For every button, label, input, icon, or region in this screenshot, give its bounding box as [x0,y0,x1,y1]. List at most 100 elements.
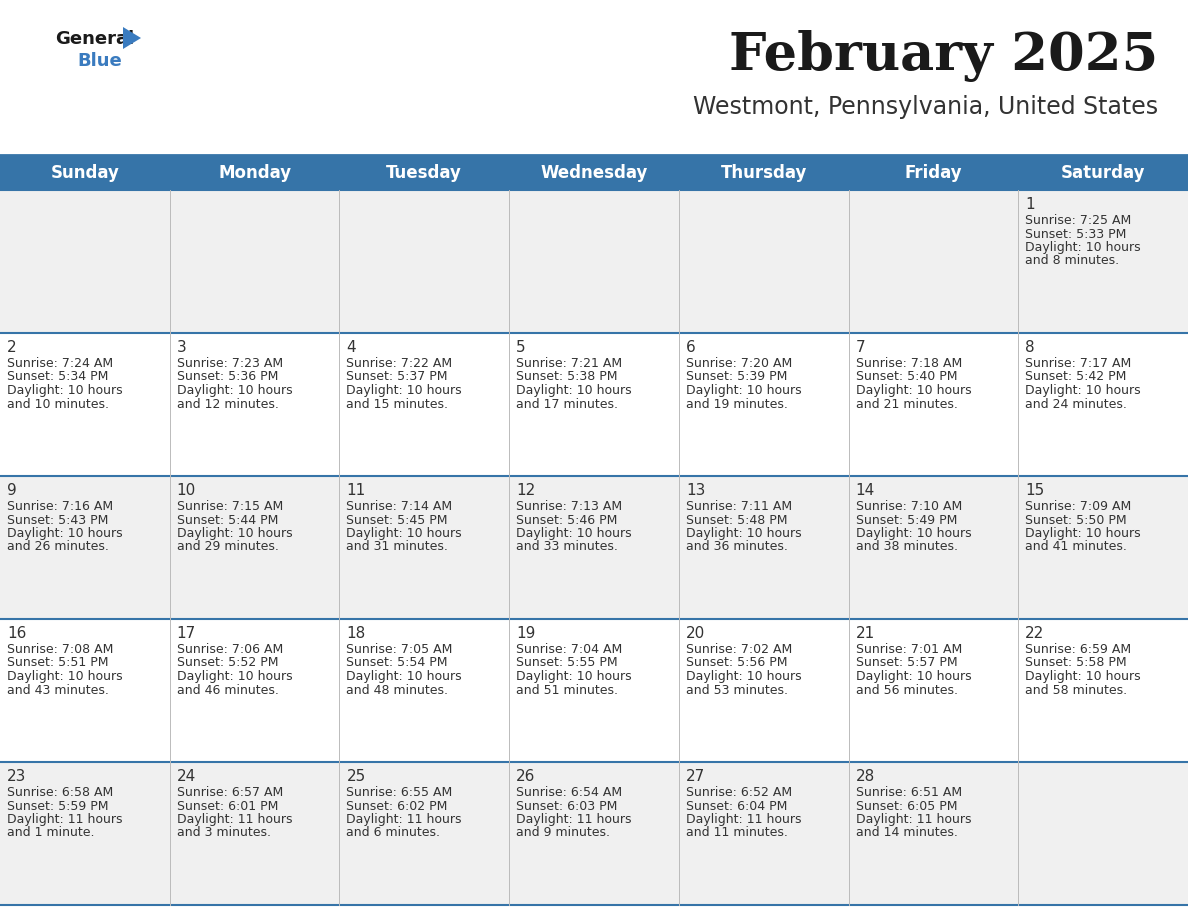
Text: Sunrise: 7:24 AM: Sunrise: 7:24 AM [7,357,113,370]
Text: Sunrise: 6:58 AM: Sunrise: 6:58 AM [7,786,113,799]
Text: and 51 minutes.: and 51 minutes. [516,684,618,697]
Text: Daylight: 10 hours: Daylight: 10 hours [1025,384,1140,397]
Text: 28: 28 [855,769,874,784]
Text: Tuesday: Tuesday [386,163,462,182]
Text: 5: 5 [516,340,526,355]
Text: Sunrise: 6:55 AM: Sunrise: 6:55 AM [347,786,453,799]
Text: Sunrise: 7:15 AM: Sunrise: 7:15 AM [177,500,283,513]
Text: Daylight: 10 hours: Daylight: 10 hours [855,670,972,683]
Text: 18: 18 [347,626,366,641]
Text: Sunset: 5:57 PM: Sunset: 5:57 PM [855,656,958,669]
Text: Daylight: 11 hours: Daylight: 11 hours [177,813,292,826]
Text: Sunset: 5:51 PM: Sunset: 5:51 PM [7,656,108,669]
Text: Daylight: 10 hours: Daylight: 10 hours [177,384,292,397]
Text: 2: 2 [7,340,17,355]
Text: 11: 11 [347,483,366,498]
Text: Sunrise: 7:01 AM: Sunrise: 7:01 AM [855,643,962,656]
Text: Daylight: 11 hours: Daylight: 11 hours [7,813,122,826]
Text: Sunrise: 6:54 AM: Sunrise: 6:54 AM [516,786,623,799]
Text: 14: 14 [855,483,874,498]
Text: and 41 minutes.: and 41 minutes. [1025,541,1127,554]
Text: and 9 minutes.: and 9 minutes. [516,826,611,839]
Text: Sunrise: 6:52 AM: Sunrise: 6:52 AM [685,786,792,799]
Text: Sunset: 5:46 PM: Sunset: 5:46 PM [516,513,618,527]
Text: Daylight: 10 hours: Daylight: 10 hours [855,384,972,397]
Text: 8: 8 [1025,340,1035,355]
Text: 6: 6 [685,340,696,355]
Text: Sunday: Sunday [50,163,119,182]
Text: 13: 13 [685,483,706,498]
Text: Sunset: 5:33 PM: Sunset: 5:33 PM [1025,228,1126,241]
Text: 4: 4 [347,340,356,355]
Text: and 26 minutes.: and 26 minutes. [7,541,109,554]
Text: Daylight: 10 hours: Daylight: 10 hours [685,527,802,540]
Text: Sunrise: 7:13 AM: Sunrise: 7:13 AM [516,500,623,513]
Text: and 21 minutes.: and 21 minutes. [855,397,958,410]
Text: Blue: Blue [77,52,121,70]
Text: 20: 20 [685,626,706,641]
Bar [0,476,1188,619]
Text: Sunrise: 7:04 AM: Sunrise: 7:04 AM [516,643,623,656]
Text: Sunset: 5:39 PM: Sunset: 5:39 PM [685,371,788,384]
Text: General: General [55,30,134,48]
Text: Sunset: 5:42 PM: Sunset: 5:42 PM [1025,371,1126,384]
Text: Sunrise: 7:05 AM: Sunrise: 7:05 AM [347,643,453,656]
Text: Sunset: 5:56 PM: Sunset: 5:56 PM [685,656,788,669]
Text: 19: 19 [516,626,536,641]
Text: and 29 minutes.: and 29 minutes. [177,541,279,554]
Text: Sunrise: 7:06 AM: Sunrise: 7:06 AM [177,643,283,656]
Text: Daylight: 10 hours: Daylight: 10 hours [347,527,462,540]
Text: Sunset: 5:58 PM: Sunset: 5:58 PM [1025,656,1127,669]
Bar [0,155,1188,190]
Text: 3: 3 [177,340,187,355]
Text: Sunrise: 7:10 AM: Sunrise: 7:10 AM [855,500,962,513]
Text: and 38 minutes.: and 38 minutes. [855,541,958,554]
Text: Sunset: 5:37 PM: Sunset: 5:37 PM [347,371,448,384]
Text: February 2025: February 2025 [728,30,1158,82]
Text: and 14 minutes.: and 14 minutes. [855,826,958,839]
Text: Sunset: 5:49 PM: Sunset: 5:49 PM [855,513,958,527]
Text: Sunset: 6:03 PM: Sunset: 6:03 PM [516,800,618,812]
Text: and 17 minutes.: and 17 minutes. [516,397,618,410]
Text: Daylight: 11 hours: Daylight: 11 hours [516,813,632,826]
Text: and 24 minutes.: and 24 minutes. [1025,397,1127,410]
Text: Sunset: 6:05 PM: Sunset: 6:05 PM [855,800,958,812]
Text: Daylight: 10 hours: Daylight: 10 hours [855,527,972,540]
Text: Sunrise: 7:25 AM: Sunrise: 7:25 AM [1025,214,1131,227]
Text: 7: 7 [855,340,865,355]
Text: Sunset: 5:38 PM: Sunset: 5:38 PM [516,371,618,384]
Text: Thursday: Thursday [721,163,807,182]
Text: Sunset: 5:45 PM: Sunset: 5:45 PM [347,513,448,527]
Text: Sunrise: 6:57 AM: Sunrise: 6:57 AM [177,786,283,799]
Text: Sunset: 6:01 PM: Sunset: 6:01 PM [177,800,278,812]
Text: and 3 minutes.: and 3 minutes. [177,826,271,839]
Text: 25: 25 [347,769,366,784]
Text: 26: 26 [516,769,536,784]
Text: Sunrise: 6:59 AM: Sunrise: 6:59 AM [1025,643,1131,656]
Text: Sunrise: 7:16 AM: Sunrise: 7:16 AM [7,500,113,513]
Text: Daylight: 10 hours: Daylight: 10 hours [516,670,632,683]
Text: Sunrise: 7:23 AM: Sunrise: 7:23 AM [177,357,283,370]
Text: 17: 17 [177,626,196,641]
Text: Wednesday: Wednesday [541,163,647,182]
Text: Saturday: Saturday [1061,163,1145,182]
Text: Sunset: 5:43 PM: Sunset: 5:43 PM [7,513,108,527]
Text: 23: 23 [7,769,26,784]
Text: Daylight: 10 hours: Daylight: 10 hours [177,527,292,540]
Text: and 11 minutes.: and 11 minutes. [685,826,788,839]
Text: Friday: Friday [904,163,962,182]
Text: Daylight: 10 hours: Daylight: 10 hours [7,670,122,683]
Bar [0,619,1188,762]
Text: Sunrise: 7:08 AM: Sunrise: 7:08 AM [7,643,113,656]
Text: Sunset: 5:48 PM: Sunset: 5:48 PM [685,513,788,527]
Text: Daylight: 10 hours: Daylight: 10 hours [685,384,802,397]
Text: Daylight: 10 hours: Daylight: 10 hours [7,384,122,397]
Text: Monday: Monday [219,163,291,182]
Text: Sunset: 5:55 PM: Sunset: 5:55 PM [516,656,618,669]
Text: Daylight: 11 hours: Daylight: 11 hours [685,813,802,826]
Text: Sunrise: 7:11 AM: Sunrise: 7:11 AM [685,500,792,513]
Text: Daylight: 10 hours: Daylight: 10 hours [1025,241,1140,254]
Text: and 46 minutes.: and 46 minutes. [177,684,279,697]
Text: Daylight: 10 hours: Daylight: 10 hours [685,670,802,683]
Text: Daylight: 10 hours: Daylight: 10 hours [347,670,462,683]
